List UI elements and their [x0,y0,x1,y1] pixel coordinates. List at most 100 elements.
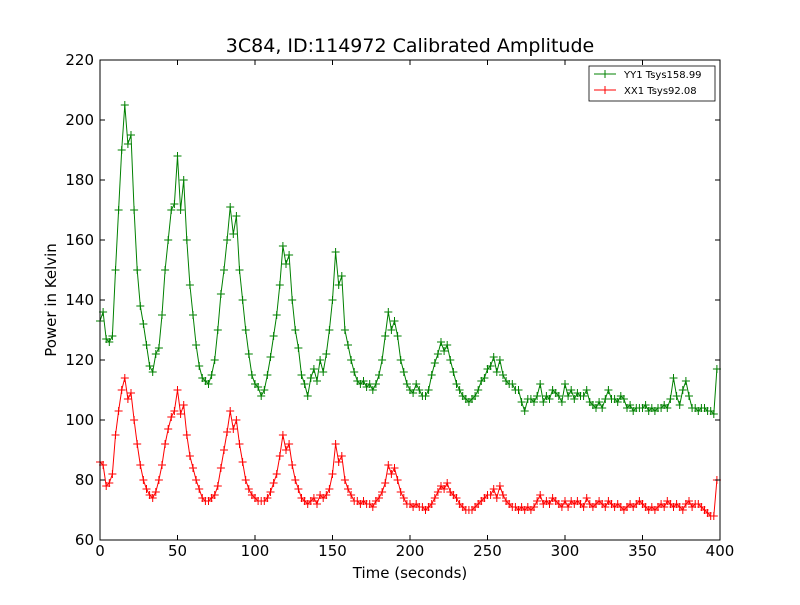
data-point [123,140,132,148]
data-point [130,416,139,424]
data-point [173,386,182,394]
data-point [331,440,340,448]
data-point [192,341,201,349]
data-point [443,479,452,487]
data-point [334,458,343,466]
data-point [154,344,163,352]
data-point [499,371,507,379]
data-point [430,494,439,502]
data-point [433,350,442,358]
data-point [396,356,405,364]
data-point [204,380,213,388]
data-point [257,392,266,400]
series-layer [96,101,721,520]
y-tick-label: 140 [65,291,94,309]
data-point [340,326,349,334]
data-point [158,461,166,469]
data-point [340,476,349,484]
data-point [319,368,328,376]
data-point [148,494,157,502]
data-point [278,242,287,250]
data-point [269,332,278,340]
data-point [492,368,501,376]
data-point [241,476,250,484]
data-point [626,401,635,409]
data-point [195,485,204,493]
data-point [266,488,275,496]
data-point [216,464,225,472]
legend-marker-yy1 [601,70,609,78]
data-point [272,470,281,478]
data-point [567,386,576,394]
data-point [347,491,356,499]
legend-label-yy1: YY1 Tsys158.99 [623,70,702,81]
data-point [275,452,284,460]
data-point [220,266,228,274]
data-point [489,485,498,493]
data-point [579,392,588,400]
data-point [564,503,573,511]
data-point [269,479,278,487]
data-point [170,407,179,415]
data-point [675,401,684,409]
data-point [173,152,182,160]
data-point [663,404,672,412]
data-point [601,503,610,511]
data-point [669,374,678,382]
data-point [350,368,359,376]
data-point [424,386,433,394]
legend-box [588,65,716,102]
data-point [378,488,387,496]
data-point [449,368,458,376]
data-point [399,368,408,376]
data-point [396,488,405,496]
data-point [195,362,204,370]
data-point [282,446,290,454]
data-point [282,260,290,268]
data-point [545,395,554,403]
data-point [359,377,368,385]
data-point [474,386,483,394]
data-point [564,392,573,400]
data-point [297,371,306,379]
y-tick-label: 220 [65,51,94,69]
data-point [393,476,402,484]
plot-area [100,60,720,540]
data-point [176,206,185,214]
data-point [486,491,495,499]
data-point [399,494,408,502]
series-1 [96,374,721,520]
data-point [288,461,297,469]
data-point [161,266,170,274]
data-point [598,404,607,412]
data-point [427,500,436,508]
data-point [235,440,244,448]
data-point [285,251,294,259]
data-point [216,290,225,298]
data-point [381,332,390,340]
series-0 [96,101,721,418]
data-point [313,377,321,385]
data-point [182,236,191,244]
data-point [595,398,604,406]
data-point [554,392,563,400]
y-axis-label: Power in Kelvin [42,243,60,357]
data-point [452,494,461,502]
data-point [582,494,591,502]
data-point [561,380,569,388]
data-point [499,491,507,499]
data-point [127,389,135,397]
data-point [685,497,693,505]
data-point [685,392,693,400]
data-point [393,332,402,340]
data-point [421,392,430,400]
data-point [154,476,163,484]
data-point [139,320,148,328]
data-point [337,272,346,280]
data-point [381,479,390,487]
data-point [148,368,157,376]
data-point [111,266,120,274]
data-point [371,380,380,388]
data-point [384,308,393,316]
